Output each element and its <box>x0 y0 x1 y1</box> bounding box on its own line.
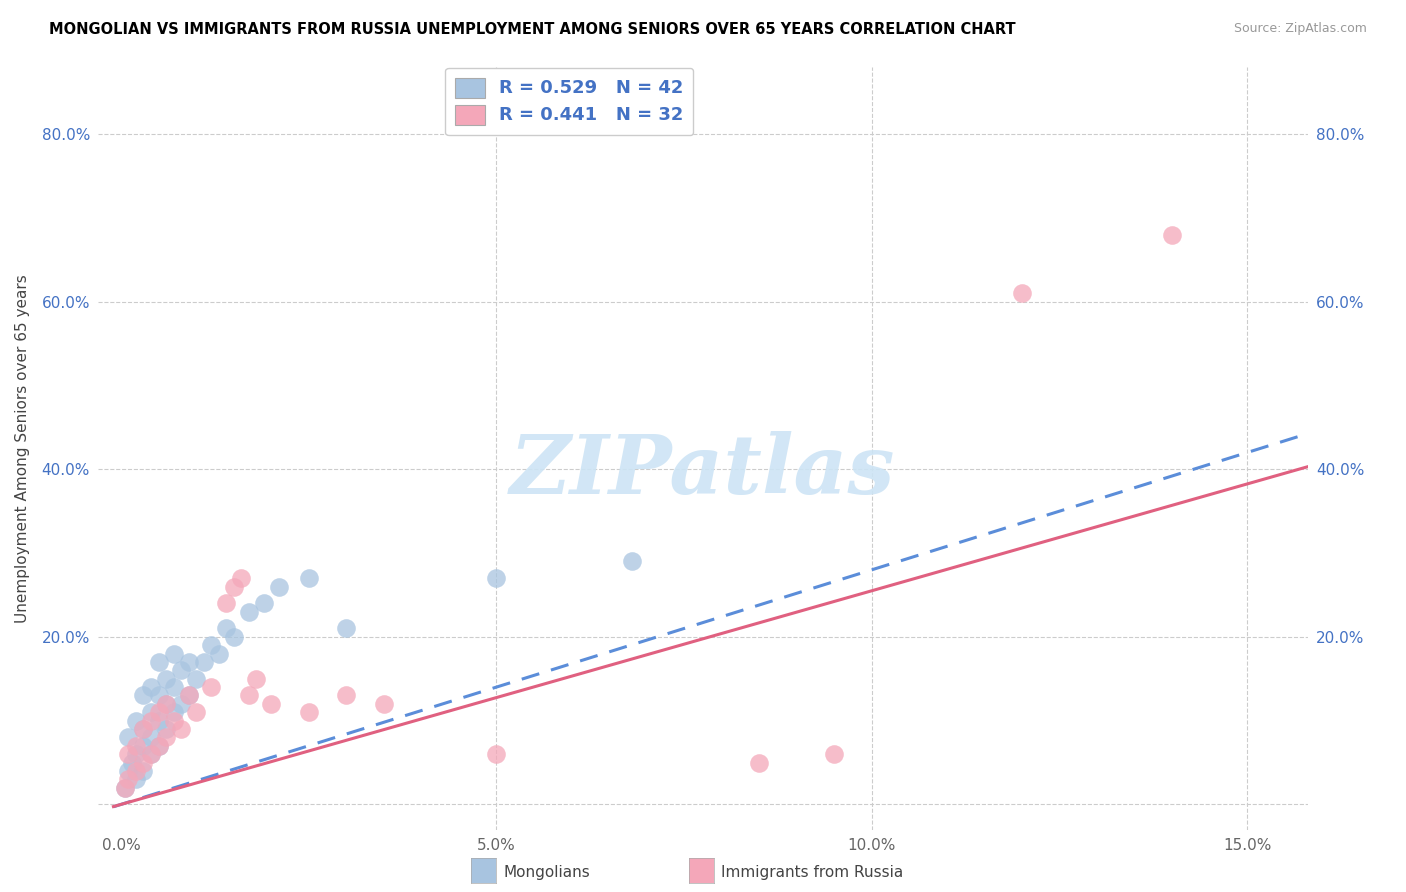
Point <box>139 714 162 728</box>
Point <box>215 622 238 636</box>
Point <box>245 672 267 686</box>
Point <box>222 580 245 594</box>
Point <box>184 705 207 719</box>
Point <box>335 689 357 703</box>
Text: MONGOLIAN VS IMMIGRANTS FROM RUSSIA UNEMPLOYMENT AMONG SENIORS OVER 65 YEARS COR: MONGOLIAN VS IMMIGRANTS FROM RUSSIA UNEM… <box>49 22 1015 37</box>
Point <box>155 672 177 686</box>
Point <box>222 630 245 644</box>
Point <box>1011 286 1033 301</box>
Text: Immigrants from Russia: Immigrants from Russia <box>721 865 904 880</box>
Point <box>215 596 238 610</box>
Point <box>200 638 222 652</box>
Point <box>267 580 290 594</box>
Text: Mongolians: Mongolians <box>503 865 591 880</box>
Point <box>170 697 193 711</box>
Point <box>620 554 643 568</box>
Point <box>121 756 143 770</box>
Point <box>148 689 170 703</box>
Point <box>125 747 148 761</box>
Point <box>373 697 395 711</box>
Point <box>162 705 184 719</box>
Point <box>132 756 155 770</box>
Point <box>148 714 170 728</box>
Point <box>155 697 177 711</box>
Point <box>148 739 170 753</box>
Point <box>139 680 162 694</box>
Point <box>200 680 222 694</box>
Point <box>132 722 155 736</box>
Point <box>155 697 177 711</box>
Point <box>114 780 136 795</box>
Point <box>125 739 148 753</box>
Point <box>132 739 155 753</box>
Point <box>177 655 200 669</box>
Point <box>485 571 508 585</box>
Point <box>193 655 215 669</box>
Point <box>485 747 508 761</box>
Point <box>155 722 177 736</box>
Point <box>162 680 184 694</box>
Point <box>148 739 170 753</box>
Point <box>260 697 283 711</box>
Point <box>238 605 260 619</box>
Point <box>229 571 252 585</box>
Point <box>132 764 155 778</box>
Point <box>125 772 148 787</box>
Point <box>177 689 200 703</box>
Point <box>184 672 207 686</box>
Point <box>117 764 139 778</box>
Point <box>132 689 155 703</box>
Point <box>117 772 139 787</box>
Point <box>155 731 177 745</box>
Point <box>253 596 276 610</box>
Point <box>148 705 170 719</box>
Point <box>162 647 184 661</box>
Point <box>117 747 139 761</box>
Point <box>177 689 200 703</box>
Point <box>139 705 162 719</box>
Point <box>139 747 162 761</box>
Point <box>125 764 148 778</box>
Point <box>125 714 148 728</box>
Text: Source: ZipAtlas.com: Source: ZipAtlas.com <box>1233 22 1367 36</box>
Point <box>117 731 139 745</box>
Y-axis label: Unemployment Among Seniors over 65 years: Unemployment Among Seniors over 65 years <box>15 274 31 623</box>
Point <box>139 731 162 745</box>
Point <box>114 780 136 795</box>
Legend: R = 0.529   N = 42, R = 0.441   N = 32: R = 0.529 N = 42, R = 0.441 N = 32 <box>446 68 693 135</box>
Point <box>170 722 193 736</box>
Text: ZIPatlas: ZIPatlas <box>510 431 896 511</box>
Point <box>823 747 845 761</box>
Point <box>1161 227 1184 242</box>
Point <box>132 722 155 736</box>
Point <box>238 689 260 703</box>
Point <box>139 747 162 761</box>
Point <box>298 705 321 719</box>
Point <box>162 714 184 728</box>
Point <box>335 622 357 636</box>
Point <box>148 655 170 669</box>
Point <box>170 663 193 677</box>
Point <box>748 756 770 770</box>
Point <box>298 571 321 585</box>
Point <box>207 647 229 661</box>
